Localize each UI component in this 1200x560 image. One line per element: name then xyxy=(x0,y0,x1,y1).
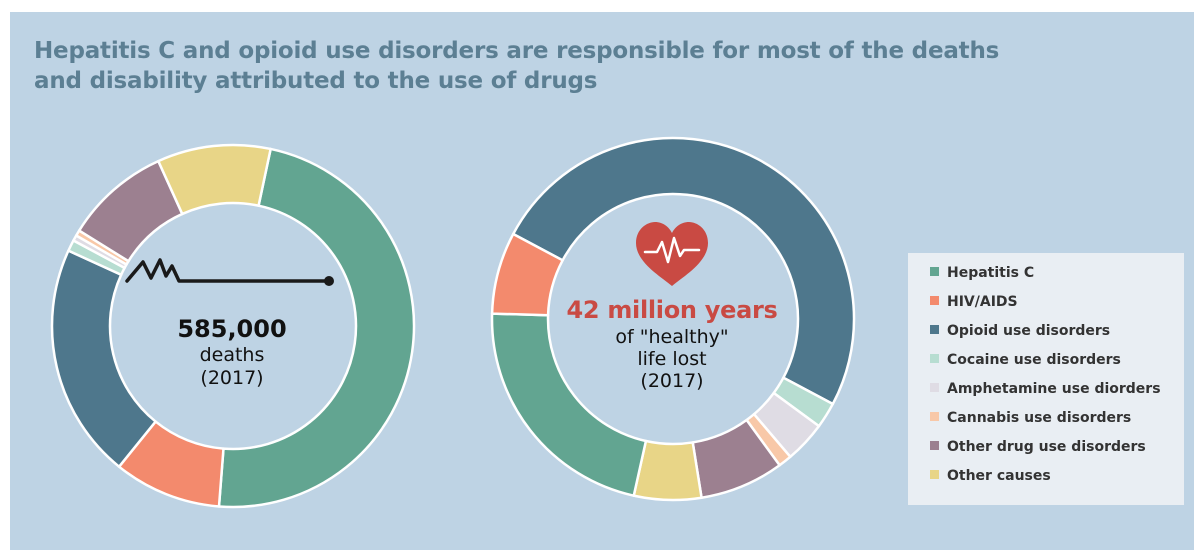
heart-pulse-icon xyxy=(636,222,708,286)
legend-item: Amphetamine use diorders xyxy=(930,381,1161,397)
daly-caption-1: of "healthy" xyxy=(615,326,729,348)
legend-label: HIV/AIDS xyxy=(947,294,1018,310)
daly-donut-chart xyxy=(490,136,856,502)
deaths-year: (2017) xyxy=(200,367,264,389)
daly-value: 42 million years xyxy=(566,296,778,324)
legend-label: Cocaine use disorders xyxy=(947,352,1121,368)
legend-item: HIV/AIDS xyxy=(930,294,1018,310)
legend-swatch xyxy=(930,470,939,479)
legend-swatch xyxy=(930,441,939,450)
deaths-donut-chart xyxy=(50,143,416,509)
deaths-caption: deaths xyxy=(199,344,265,366)
legend-item: Other causes xyxy=(930,468,1051,484)
legend-item: Cocaine use disorders xyxy=(930,352,1121,368)
daly-caption-2: life lost xyxy=(637,348,707,370)
legend-swatch xyxy=(930,354,939,363)
legend-item: Other drug use disorders xyxy=(930,439,1146,455)
heartbeat-line-icon xyxy=(125,258,334,286)
deaths-slice-other-causes xyxy=(157,143,272,216)
legend-swatch xyxy=(930,412,939,421)
legend-swatch xyxy=(930,296,939,305)
daly-year: (2017) xyxy=(640,370,704,392)
deaths-value: 585,000 xyxy=(177,315,287,343)
page-title: Hepatitis C and opioid use disorders are… xyxy=(34,36,1034,96)
legend-swatch xyxy=(930,325,939,334)
daly-center-label: 42 million years of "healthy" life lost … xyxy=(542,294,802,392)
daly-slice-hiv-aids xyxy=(490,232,564,317)
deaths-center-label: 585,000 deaths (2017) xyxy=(132,314,332,390)
deaths-slice-hepatitis-c xyxy=(217,147,416,509)
legend-item: Cannabis use disorders xyxy=(930,410,1131,426)
legend-swatch xyxy=(930,267,939,276)
legend-swatch xyxy=(930,383,939,392)
legend-label: Opioid use disorders xyxy=(947,323,1111,339)
legend-item: Hepatitis C xyxy=(930,265,1034,281)
title-line-2: and disability attributed to the use of … xyxy=(34,68,598,94)
daly-slice-opioid-use-disorders xyxy=(511,136,856,406)
legend-label: Other causes xyxy=(947,468,1051,484)
legend: Hepatitis C HIV/AIDS Opioid use disorders C… xyxy=(908,253,1184,505)
legend-label: Cannabis use disorders xyxy=(947,410,1132,426)
legend-item: Opioid use disorders xyxy=(930,323,1110,339)
title-line-1: Hepatitis C and opioid use disorders are… xyxy=(34,38,1000,64)
legend-label: Other drug use disorders xyxy=(947,439,1146,455)
legend-label: Hepatitis C xyxy=(947,265,1035,281)
legend-label: Amphetamine use diorders xyxy=(947,381,1161,397)
